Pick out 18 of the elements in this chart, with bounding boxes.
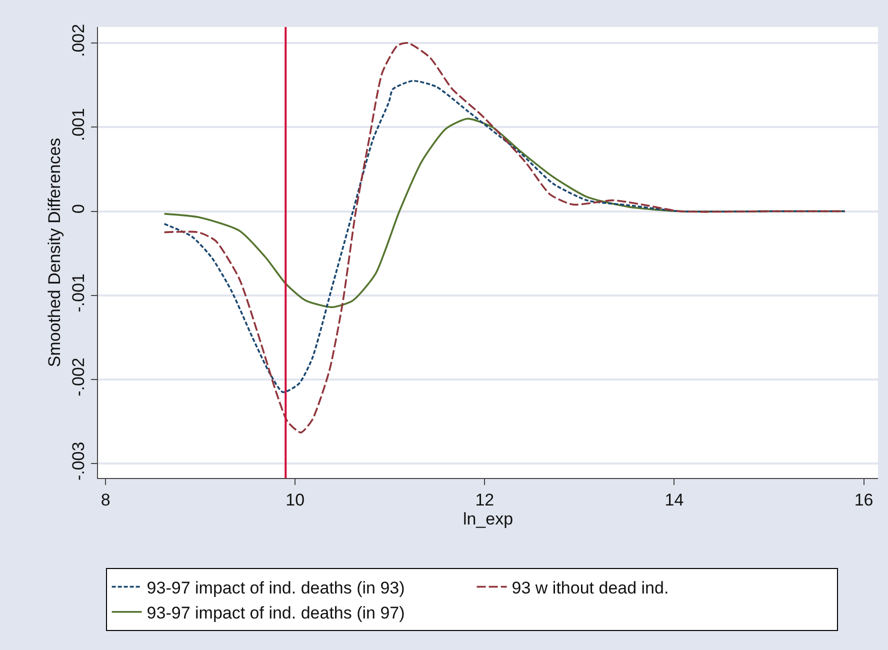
y-tick-label: -.002 <box>69 358 88 396</box>
y-tick-label: -.003 <box>69 442 88 481</box>
y-axis-title: Smoothed Density Differences <box>44 138 64 368</box>
y-tick-label: .001 <box>69 108 88 142</box>
x-tick-label: 16 <box>854 490 874 510</box>
y-tick-label: 0 <box>69 204 88 214</box>
line-series <box>163 42 846 434</box>
legend-label: 93 w ithout dead ind. <box>512 578 669 598</box>
x-tick-label: 14 <box>664 490 684 510</box>
line-series <box>163 80 846 394</box>
x-tick-label: 12 <box>475 490 494 510</box>
legend-label: 93-97 impact of ind. deaths (in 97) <box>146 603 405 622</box>
x-axis-title: ln_exp <box>462 509 514 528</box>
y-tick-label: .002 <box>69 24 88 57</box>
legend-label: 93-97 impact of ind. deaths (in 93) <box>146 578 405 598</box>
x-tick-label: 8 <box>100 490 110 510</box>
x-tick-label: 10 <box>286 490 305 510</box>
y-tick-label: -.001 <box>69 273 88 312</box>
